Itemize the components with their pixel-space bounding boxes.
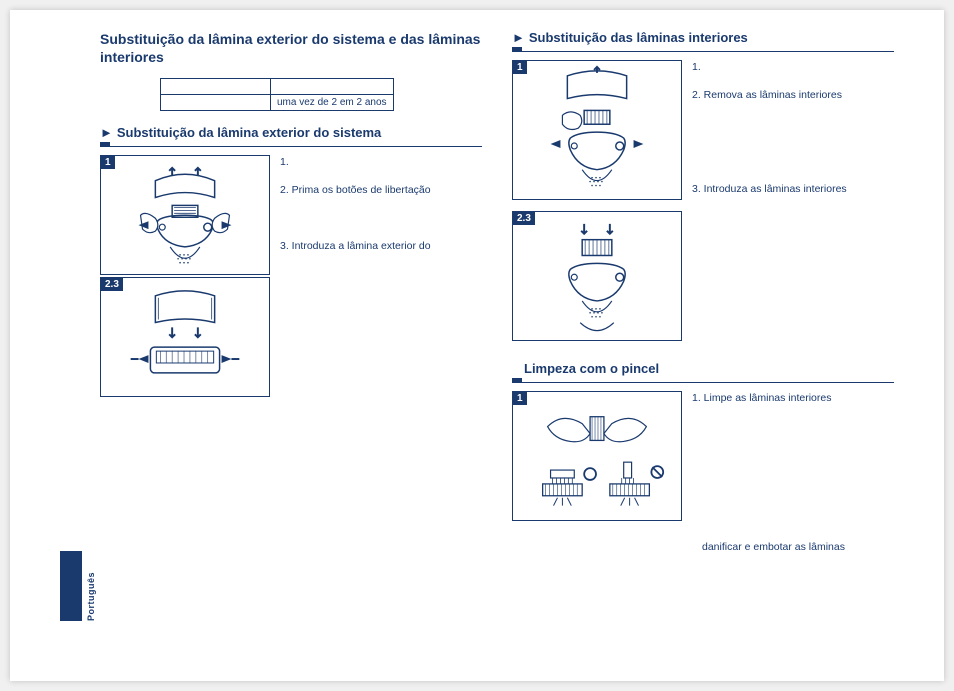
illustration-insert-inner-blades (513, 212, 681, 340)
illustration-insert-outer-foil (101, 278, 269, 397)
figure-insert-inner: 2.3 (512, 211, 682, 341)
step-text-block: 1. 2. Prima os botões de libertação 3. I… (280, 155, 431, 275)
table-row: uma vez de 2 em 2 anos (161, 95, 394, 111)
figure-insert-foil: 2.3 (100, 277, 270, 397)
table-cell (161, 95, 271, 111)
figure-brush-clean: 1 (512, 391, 682, 521)
step-line: 1. Limpe as lâminas interiores (692, 391, 831, 407)
sub-heading-brush-cleaning: Limpeza com o pincel (524, 361, 894, 376)
illustration-remove-inner-blades (513, 61, 681, 199)
step-row: 2.3 (100, 277, 482, 397)
figure-remove-foil: 1 (100, 155, 270, 275)
step-line: 2. Remova as lâminas interiores (692, 88, 847, 104)
triangle-icon: ► (100, 125, 113, 140)
step-line: 1. (692, 60, 847, 76)
main-heading: Substituição da lâmina exterior do siste… (100, 30, 482, 66)
table-cell: uma vez de 2 em 2 anos (271, 95, 394, 111)
sub-heading-text: Substituição da lâmina exterior do siste… (117, 125, 381, 140)
two-column-layout: Substituição da lâmina exterior do siste… (100, 30, 894, 661)
left-column: Substituição da lâmina exterior do siste… (100, 30, 482, 661)
figure-number-badge: 1 (101, 156, 115, 169)
figure-number-badge: 1 (513, 392, 527, 405)
table-row (161, 79, 394, 95)
figure-number-badge: 2.3 (101, 278, 123, 291)
heading-rule (100, 146, 482, 147)
step-line: 3. Introduza as lâminas interiores (692, 182, 847, 198)
heading-rule (512, 51, 894, 52)
figure-remove-inner: 1 (512, 60, 682, 200)
side-tab-block (60, 551, 82, 621)
right-column: ► Substituição das lâminas interiores 1 (512, 30, 894, 661)
triangle-icon: ► (512, 30, 525, 45)
heading-rule (512, 382, 894, 383)
step-text-block: 1. Limpe as lâminas interiores (692, 391, 831, 521)
sub-heading-text: Limpeza com o pincel (524, 361, 659, 376)
replacement-schedule-table: uma vez de 2 em 2 anos (160, 78, 394, 111)
table-cell (271, 79, 394, 95)
illustration-brush-cleaning (513, 392, 681, 520)
step-line: 2. Prima os botões de libertação (280, 183, 431, 199)
sub-heading-outer-foil: ► Substituição da lâmina exterior do sis… (100, 125, 482, 140)
step-row: 1 (512, 391, 894, 521)
figure-number-badge: 2.3 (513, 212, 535, 225)
extra-text-line: danificar e embotar as lâminas (512, 541, 894, 553)
step-text-block: 1. 2. Remova as lâminas interiores 3. In… (692, 60, 847, 209)
step-row: 1 (512, 60, 894, 209)
step-row: 2.3 (512, 211, 894, 341)
table-cell (161, 79, 271, 95)
illustration-remove-outer-foil (101, 156, 269, 275)
step-line: 3. Introduza a lâmina exterior do (280, 239, 431, 255)
language-side-label: Português (86, 572, 98, 621)
document-page: Português Substituição da lâmina exterio… (10, 10, 944, 681)
sub-heading-inner-blades: ► Substituição das lâminas interiores (512, 30, 894, 45)
step-line: 1. (280, 155, 431, 171)
step-row: 1 (100, 155, 482, 275)
sub-heading-text: Substituição das lâminas interiores (529, 30, 748, 45)
figure-number-badge: 1 (513, 61, 527, 74)
